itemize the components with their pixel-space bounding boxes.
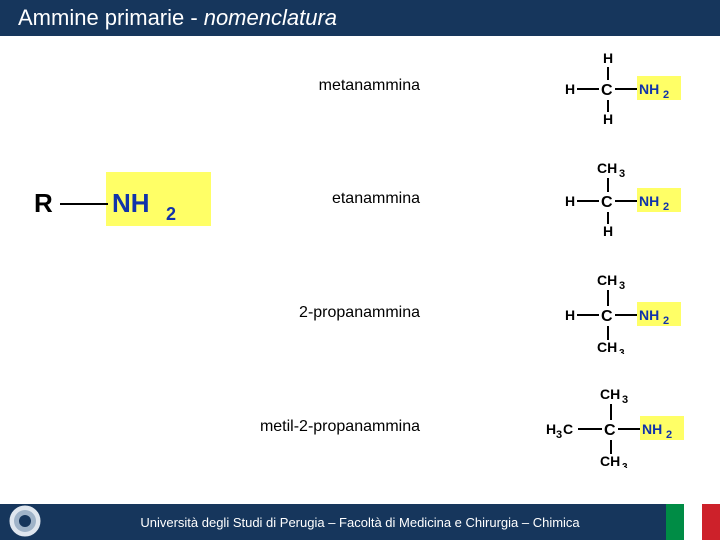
- structure-etanammina: CH 3 H C NH 2 H: [555, 160, 695, 238]
- svg-text:2: 2: [166, 204, 176, 224]
- svg-text:C: C: [601, 82, 613, 99]
- svg-text:C: C: [604, 422, 616, 439]
- content-area: R NH 2 metanammina H H C NH 2 H etanammi…: [0, 36, 720, 504]
- svg-text:NH: NH: [639, 193, 659, 209]
- svg-text:H: H: [603, 223, 613, 238]
- svg-text:3: 3: [619, 280, 625, 292]
- svg-text:R: R: [34, 188, 53, 218]
- svg-text:H: H: [565, 307, 575, 323]
- italian-flag-icon: [666, 504, 720, 540]
- svg-text:H: H: [565, 193, 575, 209]
- svg-text:C: C: [563, 421, 573, 437]
- svg-text:2: 2: [663, 89, 669, 101]
- svg-text:NH: NH: [639, 307, 659, 323]
- title-bar: Ammine primarie - nomenclatura: [0, 0, 720, 36]
- label-metanammina: metanammina: [290, 77, 420, 95]
- title-italic: nomenclatura: [204, 5, 337, 31]
- svg-text:CH: CH: [600, 386, 620, 402]
- svg-text:H: H: [565, 81, 575, 97]
- r-nh2-structure: R NH 2: [16, 164, 216, 234]
- university-crest-icon: [8, 504, 42, 538]
- svg-text:H: H: [603, 50, 613, 66]
- svg-text:NH: NH: [112, 188, 150, 218]
- structure-metanammina: H H C NH 2 H: [555, 50, 695, 124]
- title-plain: Ammine primarie -: [18, 5, 198, 31]
- svg-text:H: H: [546, 421, 556, 437]
- structure-metil-2-propanammina: CH 3 H 3 C C NH 2 CH 3: [540, 386, 700, 468]
- svg-text:3: 3: [622, 394, 628, 406]
- svg-text:CH: CH: [600, 453, 620, 468]
- svg-text:3: 3: [556, 429, 562, 441]
- svg-text:C: C: [601, 194, 613, 211]
- label-2-propanammina: 2-propanammina: [250, 304, 420, 322]
- svg-text:H: H: [603, 111, 613, 124]
- svg-text:2: 2: [663, 201, 669, 213]
- label-metil-2-propanammina: metil-2-propanammina: [200, 418, 420, 436]
- svg-text:CH: CH: [597, 339, 617, 354]
- svg-text:CH: CH: [597, 160, 617, 176]
- svg-text:3: 3: [619, 348, 625, 354]
- svg-text:3: 3: [622, 462, 628, 468]
- svg-text:CH: CH: [597, 272, 617, 288]
- svg-text:3: 3: [619, 168, 625, 180]
- label-etanammina: etanammina: [290, 190, 420, 208]
- svg-text:2: 2: [663, 315, 669, 327]
- svg-text:2: 2: [666, 429, 672, 441]
- svg-text:NH: NH: [639, 81, 659, 97]
- svg-text:NH: NH: [642, 421, 662, 437]
- footer-bar: Università degli Studi di Perugia – Faco…: [0, 504, 720, 540]
- svg-text:C: C: [601, 308, 613, 325]
- footer-text: Università degli Studi di Perugia – Faco…: [140, 515, 579, 530]
- structure-2-propanammina: CH 3 H C NH 2 CH 3: [555, 272, 695, 354]
